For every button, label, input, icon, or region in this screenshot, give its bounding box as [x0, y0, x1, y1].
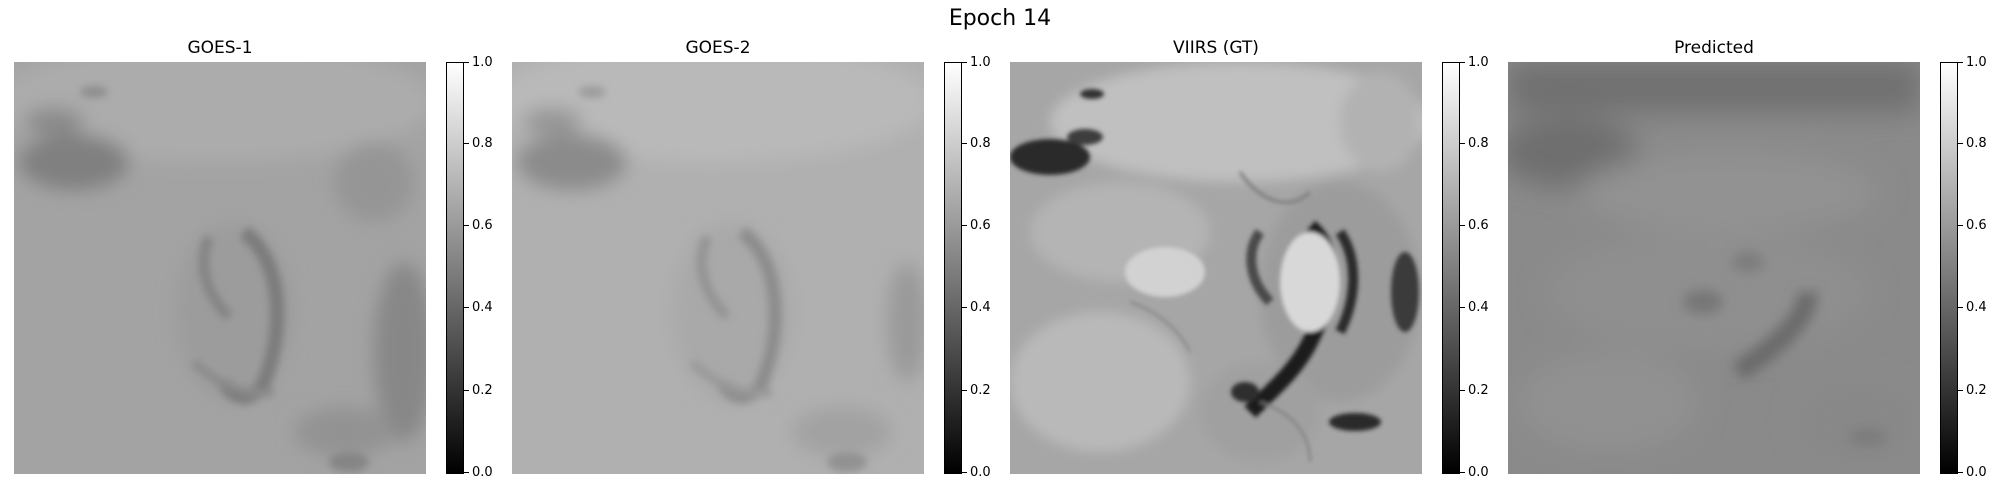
cbar-tick-label: 0.4 [472, 300, 493, 315]
cbar-tick-label: 0.0 [970, 465, 991, 480]
colorbar [944, 62, 962, 474]
cbar-tick-label: 0.0 [472, 465, 493, 480]
colorbar [1940, 62, 1958, 474]
panel-title: Predicted [1674, 38, 1754, 58]
colorbar [1442, 62, 1460, 474]
colorbar [446, 62, 464, 474]
cbar-tick-label: 0.6 [472, 218, 493, 233]
cbar-tick-label: 0.8 [970, 136, 991, 151]
goes-2-image [512, 62, 924, 474]
cbar-tick-label: 0.6 [1966, 218, 1987, 233]
cbar-tick-label: 0.2 [1468, 383, 1489, 398]
cbar-tick-label: 1.0 [1468, 55, 1489, 70]
panel-title: GOES-1 [187, 38, 253, 58]
cbar-tick-label: 0.8 [1966, 136, 1987, 151]
viirs-gt-image [1010, 62, 1422, 474]
panel-title: VIIRS (GT) [1173, 38, 1259, 58]
panel-predicted: Predicted 0.0 0.2 [1494, 36, 1987, 486]
cbar-tick-label: 1.0 [472, 55, 493, 70]
panel-goes-2: GOES-2 0.0 [498, 36, 991, 486]
cbar-tick-label: 0.6 [970, 218, 991, 233]
cbar-tick-label: 0.4 [970, 300, 991, 315]
panel-goes-1: GOES-1 [0, 36, 493, 486]
cbar-tick-label: 0.2 [970, 383, 991, 398]
cbar-tick-label: 0.4 [1468, 300, 1489, 315]
cbar-tick-label: 1.0 [1966, 55, 1987, 70]
cbar-tick-label: 1.0 [970, 55, 991, 70]
figure-title: Epoch 14 [948, 6, 1052, 31]
panel-viirs-gt: VIIRS (GT) [996, 36, 1489, 486]
cbar-tick-label: 0.0 [1966, 465, 1987, 480]
cbar-tick-label: 0.2 [472, 383, 493, 398]
goes-1-image [14, 62, 426, 474]
predicted-image [1508, 62, 1920, 474]
panel-title: GOES-2 [685, 38, 751, 58]
cbar-tick-label: 0.4 [1966, 300, 1987, 315]
cbar-tick-label: 0.0 [1468, 465, 1489, 480]
cbar-tick-label: 0.8 [1468, 136, 1489, 151]
cbar-tick-label: 0.2 [1966, 383, 1987, 398]
cbar-tick-label: 0.6 [1468, 218, 1489, 233]
cbar-tick-label: 0.8 [472, 136, 493, 151]
